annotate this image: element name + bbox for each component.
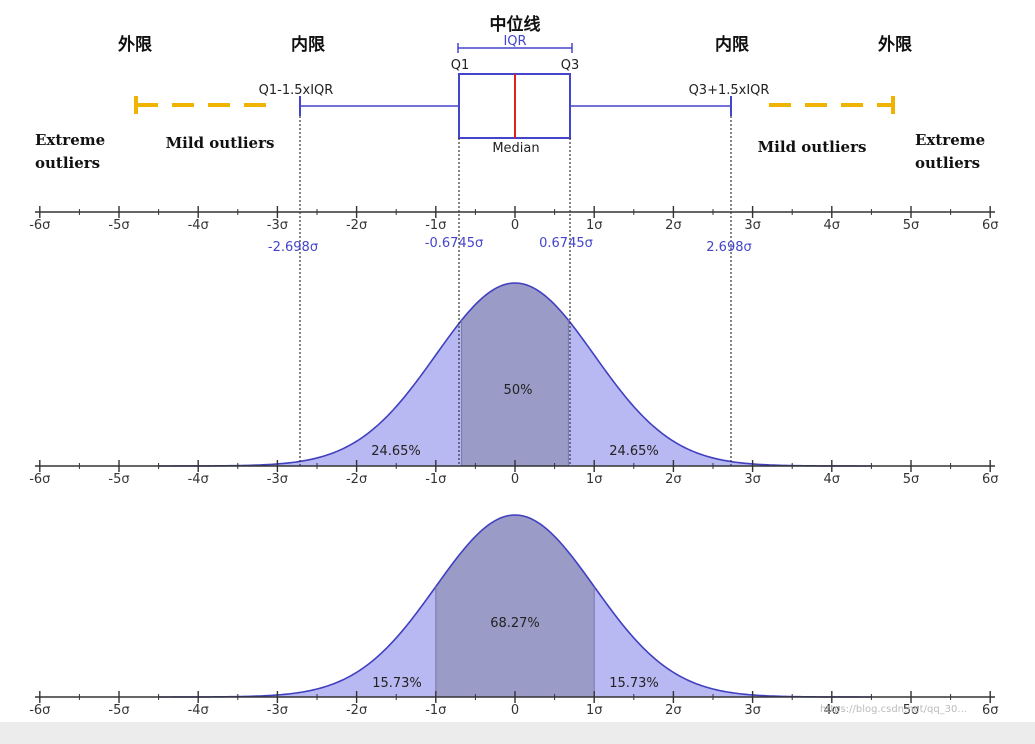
mild-outliers-left-label: Mild outliers <box>166 134 275 152</box>
axis-tick-label: 1σ <box>586 472 603 487</box>
chart2-center-area <box>435 515 595 697</box>
axis-tick-label: -5σ <box>108 703 129 718</box>
outer-fence-right-label: 外限 <box>878 34 912 55</box>
axis-tick-label: -2σ <box>346 703 367 718</box>
extreme-outliers-right-line2: outliers <box>915 154 980 172</box>
median-label: Median <box>492 141 539 156</box>
quartile-guide-lines <box>299 116 732 466</box>
axis-tick-label: 4σ <box>824 703 841 718</box>
axis-tick-label: -1σ <box>425 472 446 487</box>
axis-tick-label: 5σ <box>903 218 920 233</box>
axis-tick-label: -6σ <box>29 703 50 718</box>
axis-tick-label: 4σ <box>824 472 841 487</box>
left-outlier-dashes <box>134 96 268 114</box>
iqr-bracket <box>457 43 573 53</box>
axis-tick-label: 2σ <box>665 218 682 233</box>
axis-tick-label: -2σ <box>346 218 367 233</box>
axis-tick-label: 2σ <box>665 703 682 718</box>
extreme-outliers-left-line2: outliers <box>35 154 100 172</box>
right-region-label-chart1: 24.65% <box>609 444 659 459</box>
bottom-bar <box>0 722 1035 744</box>
axis-tick-label: 0 <box>511 472 519 487</box>
boxplot <box>299 73 732 139</box>
axis-tick-label: 5σ <box>903 703 920 718</box>
median-line-title: 中位线 <box>490 14 541 35</box>
axis-tick-label: 6σ <box>982 703 999 718</box>
pos-06745-sigma-label: 0.6745σ <box>539 236 593 251</box>
axis-tick-label: -1σ <box>425 703 446 718</box>
axis-tick-label: 6σ <box>982 218 999 233</box>
chart1-center-area <box>461 283 569 466</box>
axis-tick-label: -5σ <box>108 218 129 233</box>
q3-label: Q3 <box>561 58 580 73</box>
axis-tick-label: 0 <box>511 703 519 718</box>
sigma-axis-middle: -6σ -5σ -4σ -3σ -2σ -1σ 0 1σ 2σ 3σ 4σ 5σ 6σ <box>29 460 998 487</box>
axis-tick-label: -4σ <box>188 218 209 233</box>
center-region-label-chart2: 68.27% <box>490 616 540 631</box>
axis-tick-label: 3σ <box>744 703 761 718</box>
axis-tick-label: -1σ <box>425 218 446 233</box>
axis-tick-label: 4σ <box>824 218 841 233</box>
axis-tick-label: -6σ <box>29 218 50 233</box>
axis-tick-label: 3σ <box>744 472 761 487</box>
outer-fence-left-label: 外限 <box>118 34 152 55</box>
axis-tick-label: -3σ <box>267 472 288 487</box>
q1-label: Q1 <box>451 58 470 73</box>
watermark-text: https://blog.csdn.net/qq_30... <box>820 704 967 715</box>
extreme-outliers-left-line1: Extreme <box>35 131 105 149</box>
iqr-density-chart <box>158 282 872 467</box>
axis-tick-label: -3σ <box>267 703 288 718</box>
axis-tick-label: 5σ <box>903 472 920 487</box>
sigma-axis-top: -6σ -5σ -4σ -3σ -2σ -1σ 0 1σ 2σ 3σ 4σ 5σ 6σ <box>29 206 998 233</box>
sigma-axis-bottom: -6σ -5σ -4σ -3σ -2σ -1σ 0 1σ 2σ 3σ 4σ 5σ 6σ <box>29 691 998 718</box>
axis-tick-label: -5σ <box>108 472 129 487</box>
left-region-label-chart2: 15.73% <box>372 676 422 691</box>
axis-tick-label: -6σ <box>29 472 50 487</box>
axis-tick-label: -3σ <box>267 218 288 233</box>
center-region-label-chart1: 50% <box>504 383 533 398</box>
axis-tick-label: -4σ <box>188 472 209 487</box>
lower-whisker-label: Q1-1.5xIQR <box>259 83 334 98</box>
axis-tick-label: 0 <box>511 218 519 233</box>
right-outlier-dashes <box>769 96 895 114</box>
upper-whisker-label: Q3+1.5xIQR <box>689 83 770 98</box>
extreme-outliers-right-line1: Extreme <box>915 131 985 149</box>
sigma-density-chart <box>158 514 872 698</box>
axis-tick-label: 1σ <box>586 218 603 233</box>
axis-tick-label: 6σ <box>982 472 999 487</box>
axis-tick-label: -2σ <box>346 472 367 487</box>
left-region-label-chart1: 24.65% <box>371 444 421 459</box>
inner-fence-right-label: 内限 <box>715 34 749 55</box>
neg-06745-sigma-label: -0.6745σ <box>425 236 483 251</box>
right-region-label-chart2: 15.73% <box>609 676 659 691</box>
iqr-label: IQR <box>503 34 526 49</box>
axis-tick-label: 3σ <box>744 218 761 233</box>
pos-2698-sigma-label: 2.698σ <box>706 240 751 255</box>
axis-tick-label: 1σ <box>586 703 603 718</box>
axis-tick-label: -4σ <box>188 703 209 718</box>
axis-tick-label: 2σ <box>665 472 682 487</box>
mild-outliers-right-label: Mild outliers <box>758 138 867 156</box>
inner-fence-left-label: 内限 <box>291 34 325 55</box>
neg-2698-sigma-label: -2.698σ <box>268 240 318 255</box>
